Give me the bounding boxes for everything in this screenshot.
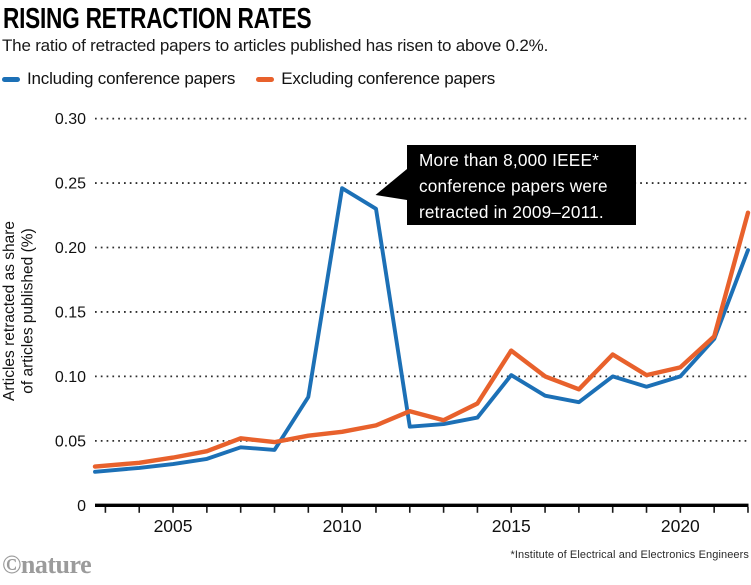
- legend-swatch-including: [2, 76, 20, 82]
- callout-pointer: [375, 169, 407, 200]
- y-tick-label: 0: [77, 498, 86, 515]
- subtitle: The ratio of retracted papers to article…: [2, 36, 549, 55]
- x-tick-label: 2005: [154, 516, 193, 536]
- callout-box: [407, 145, 636, 225]
- x-tick-label: 2020: [661, 516, 700, 536]
- y-tick-label: 0.15: [55, 304, 86, 321]
- legend-label-including: Including conference papers: [27, 69, 236, 88]
- callout-text-line: retracted in 2009–2011.: [419, 202, 604, 222]
- x-tick-label: 2010: [323, 516, 362, 536]
- series-line-excluding: [92, 210, 751, 469]
- callout-text-line: conference papers were: [419, 176, 608, 196]
- y-tick-label: 0.30: [55, 111, 86, 128]
- y-tick-label: 0.10: [55, 369, 86, 386]
- legend: Including conference papers Excluding co…: [2, 69, 495, 89]
- legend-item-including: Including conference papers: [2, 69, 235, 89]
- legend-item-excluding: Excluding conference papers: [256, 69, 495, 89]
- x-tick-label: 2015: [492, 516, 531, 536]
- y-tick-label: 0.05: [55, 433, 86, 450]
- legend-swatch-excluding: [256, 76, 275, 82]
- y-axis-label: of articles published (%): [20, 228, 37, 393]
- callout-text-line: More than 8,000 IEEE*: [419, 150, 599, 170]
- series-line-including: [93, 186, 750, 474]
- y-axis-label: Articles retracted as share: [1, 221, 18, 401]
- nature-logo: ©nature: [2, 550, 92, 579]
- page-title: RISING RETRACTION RATES: [3, 3, 312, 35]
- y-tick-label: 0.20: [55, 240, 86, 257]
- y-tick-label: 0.25: [55, 176, 86, 193]
- legend-label-excluding: Excluding conference papers: [281, 69, 496, 88]
- footnote: *Institute of Electrical and Electronics…: [510, 549, 749, 561]
